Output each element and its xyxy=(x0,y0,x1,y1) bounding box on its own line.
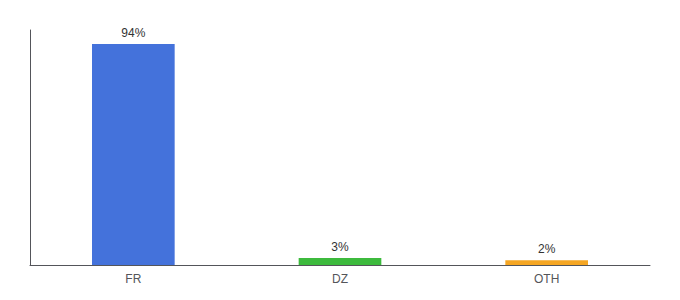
svg-text:OTH: OTH xyxy=(534,272,559,286)
svg-text:94%: 94% xyxy=(121,26,145,40)
svg-text:2%: 2% xyxy=(538,242,556,256)
svg-text:3%: 3% xyxy=(331,240,349,254)
svg-text:DZ: DZ xyxy=(332,272,348,286)
svg-text:FR: FR xyxy=(125,272,141,286)
